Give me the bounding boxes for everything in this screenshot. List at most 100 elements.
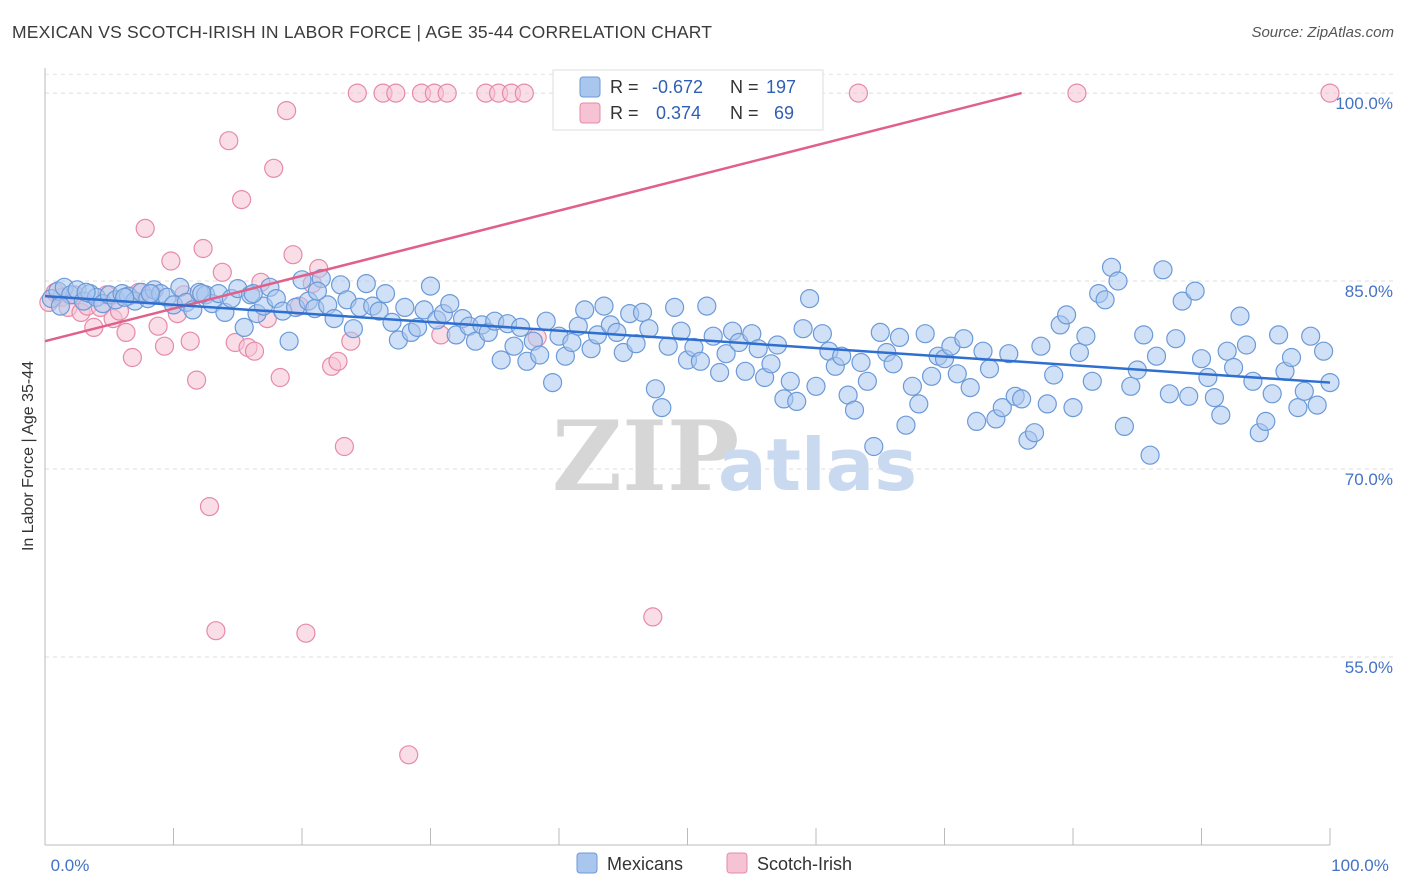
mexicans-point xyxy=(1037,394,1057,414)
scotch-irish-point xyxy=(116,322,136,342)
legend-n-label-scotch-irish: N = xyxy=(730,103,759,123)
bottom-legend-label-mexicans: Mexicans xyxy=(607,854,683,874)
trend-lines xyxy=(44,91,1331,384)
mexicans-point xyxy=(76,282,96,302)
scotch-irish-point xyxy=(232,190,252,210)
mexicans-point xyxy=(780,371,800,391)
mexicans-point xyxy=(851,352,871,373)
mexicans-point xyxy=(645,379,666,399)
mexicans-point xyxy=(1230,306,1250,326)
mexicans-point xyxy=(748,339,768,359)
mexicans-point xyxy=(440,294,460,314)
mexicans-point xyxy=(889,327,910,347)
mexicans-point xyxy=(883,354,903,374)
mexicans-point xyxy=(234,317,254,337)
mexicans-point xyxy=(343,319,363,339)
mexicans-point xyxy=(915,324,935,344)
mexicans-point xyxy=(947,364,967,384)
scotch-irish-point xyxy=(1067,83,1087,103)
legend-swatch-scotch-irish xyxy=(579,102,601,124)
mexicans-point xyxy=(992,398,1012,418)
mexicans-point xyxy=(1301,326,1321,346)
mexicans-point xyxy=(369,301,389,321)
mexicans-point xyxy=(632,302,653,322)
stats-legend: R = -0.672 N = 197 R = 0.374 N = 69 xyxy=(552,69,824,131)
mexicans-point xyxy=(1217,341,1237,361)
mexicans-point xyxy=(382,312,402,332)
mexicans-point xyxy=(1204,388,1225,408)
mexicans-point xyxy=(1288,398,1308,418)
mexicans-point xyxy=(658,336,678,356)
scotch-irish-point xyxy=(148,316,168,336)
scotch-irish-point xyxy=(199,497,220,517)
mexicans-point xyxy=(420,276,441,296)
mexicans-point xyxy=(1082,371,1102,391)
mexicans-point xyxy=(1159,384,1180,404)
mexicans-point xyxy=(324,309,344,329)
scotch-irish-point xyxy=(244,341,265,361)
mexicans-point xyxy=(1262,384,1282,404)
mexicans-point xyxy=(1134,325,1154,345)
mexicans-point xyxy=(1268,325,1289,345)
mexicans-point xyxy=(761,354,781,374)
x-tick-label-min: 0.0% xyxy=(51,856,90,875)
scotch-irish-point xyxy=(161,251,181,271)
legend-r-label-scotch-irish: R = xyxy=(610,103,639,123)
mexicans-point xyxy=(1153,260,1173,280)
mexicans-point xyxy=(115,287,135,307)
scotch-irish-point xyxy=(334,436,354,457)
mexicans-point xyxy=(575,300,595,320)
mexicans-point xyxy=(1281,347,1302,368)
mexicans-point xyxy=(140,284,160,304)
x-ticks xyxy=(44,828,1331,845)
scotch-irish-point xyxy=(643,607,663,627)
scotch-irish-point xyxy=(154,336,175,356)
watermark: ZIP atlas xyxy=(552,400,917,513)
scotch-irish-point xyxy=(135,218,155,238)
scotch-irish-point xyxy=(219,131,239,151)
scotch-irish-point xyxy=(1320,83,1340,103)
mexicans-point xyxy=(921,366,942,386)
mexicans-point xyxy=(799,289,820,309)
mexicans-points xyxy=(41,257,1340,465)
scotch-irish-point xyxy=(264,158,284,178)
mexicans-point xyxy=(375,284,396,304)
legend-r-label-mexicans: R = xyxy=(610,77,639,97)
mexicans-point xyxy=(793,319,813,339)
mexicans-point xyxy=(787,391,807,411)
mexicans-point xyxy=(857,371,878,391)
mexicans-point xyxy=(1307,395,1327,415)
scotch-irish-point xyxy=(277,100,297,121)
mexicans-point xyxy=(395,297,415,317)
mexicans-point xyxy=(870,322,890,342)
mexicans-point xyxy=(844,400,865,420)
scotch-irish-point xyxy=(386,83,406,103)
mexicans-point xyxy=(1063,398,1083,418)
y-tick-labels: 55.0% 70.0% 85.0% 100.0% xyxy=(1335,94,1393,677)
watermark-zip: ZIP xyxy=(552,400,739,513)
mexicans-point xyxy=(562,332,582,353)
mexicans-point xyxy=(1211,405,1231,425)
y-tick-label: 100.0% xyxy=(1335,94,1393,113)
scotch-irish-trend-line xyxy=(44,91,1022,343)
mexicans-point xyxy=(1191,349,1212,369)
scotch-irish-point xyxy=(193,238,213,259)
mexicans-point xyxy=(832,346,852,366)
mexicans-point xyxy=(594,296,614,316)
mexicans-point xyxy=(909,394,929,414)
legend-swatch-mexicans xyxy=(579,76,601,98)
scotch-irish-point xyxy=(347,83,367,103)
mexicans-point xyxy=(1146,346,1167,366)
mexicans-point xyxy=(1198,367,1218,388)
watermark-atlas: atlas xyxy=(718,423,917,507)
legend-n-label-mexicans: N = xyxy=(730,77,759,97)
mexicans-point xyxy=(716,344,736,364)
mexicans-point xyxy=(960,378,980,398)
mexicans-point xyxy=(542,373,563,393)
bottom-legend-swatch-mexicans xyxy=(576,852,598,874)
mexicans-point xyxy=(1236,335,1257,355)
mexicans-point xyxy=(864,436,884,457)
mexicans-point xyxy=(356,274,376,294)
y-tick-label: 85.0% xyxy=(1345,282,1393,301)
mexicans-point xyxy=(999,344,1019,364)
